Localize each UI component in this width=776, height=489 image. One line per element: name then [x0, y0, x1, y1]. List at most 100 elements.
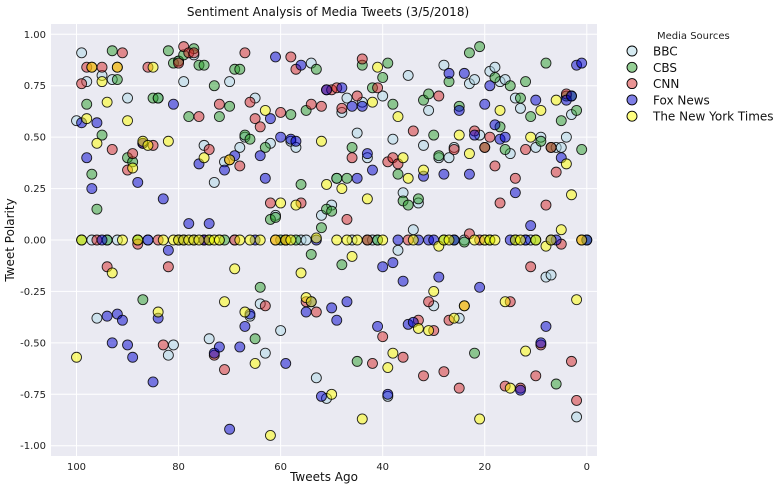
- data-point: [439, 367, 449, 377]
- y-tick-label: 0.00: [24, 236, 46, 247]
- data-point: [490, 120, 500, 130]
- data-point: [133, 177, 143, 187]
- data-point: [102, 97, 112, 107]
- data-point: [117, 48, 127, 58]
- data-point: [82, 114, 92, 124]
- data-point: [163, 262, 173, 272]
- data-point: [490, 235, 500, 245]
- data-point: [378, 72, 388, 82]
- data-point: [311, 233, 321, 243]
- data-point: [82, 153, 92, 163]
- data-point: [413, 323, 423, 333]
- data-point: [276, 326, 286, 336]
- data-point: [138, 295, 148, 305]
- data-point: [209, 81, 219, 91]
- data-point: [393, 235, 403, 245]
- legend-marker: [627, 79, 637, 89]
- data-point: [373, 83, 383, 93]
- data-point: [255, 151, 265, 161]
- data-point: [296, 60, 306, 70]
- data-point: [245, 235, 255, 245]
- data-point: [577, 235, 587, 245]
- data-point: [281, 358, 291, 368]
- data-point: [92, 313, 102, 323]
- data-point: [291, 200, 301, 210]
- data-point: [209, 177, 219, 187]
- data-point: [367, 97, 377, 107]
- data-point: [480, 99, 490, 109]
- data-point: [362, 149, 372, 159]
- data-point: [459, 301, 469, 311]
- y-tick-label: -0.50: [20, 338, 46, 349]
- data-point: [225, 424, 235, 434]
- data-point: [378, 235, 388, 245]
- legend-title: Media Sources: [657, 31, 730, 42]
- data-point: [240, 307, 250, 317]
- x-axis-label: Tweets Ago: [289, 470, 358, 484]
- data-point: [255, 235, 265, 245]
- data-point: [184, 219, 194, 229]
- data-point: [454, 130, 464, 140]
- data-point: [566, 356, 576, 366]
- data-point: [158, 235, 168, 245]
- data-point: [362, 235, 372, 245]
- legend-label: BBC: [653, 45, 678, 59]
- data-point: [490, 62, 500, 72]
- data-point: [526, 221, 536, 231]
- data-point: [276, 198, 286, 208]
- data-point: [235, 235, 245, 245]
- data-point: [316, 391, 326, 401]
- data-point: [490, 161, 500, 171]
- data-point: [77, 235, 87, 245]
- data-point: [572, 395, 582, 405]
- data-point: [153, 93, 163, 103]
- data-point: [271, 52, 281, 62]
- data-point: [347, 142, 357, 152]
- data-point: [531, 235, 541, 245]
- data-point: [163, 245, 173, 255]
- data-point: [174, 58, 184, 68]
- data-point: [485, 81, 495, 91]
- data-point: [143, 140, 153, 150]
- data-point: [470, 235, 480, 245]
- data-point: [393, 112, 403, 122]
- data-point: [250, 358, 260, 368]
- data-point: [556, 225, 566, 235]
- y-tick-label: -0.25: [20, 287, 46, 298]
- data-point: [148, 62, 158, 72]
- data-point: [327, 206, 337, 216]
- data-point: [444, 235, 454, 245]
- data-point: [276, 107, 286, 117]
- data-point: [546, 270, 556, 280]
- data-point: [398, 276, 408, 286]
- data-point: [367, 358, 377, 368]
- data-point: [378, 332, 388, 342]
- data-point: [337, 184, 347, 194]
- data-point: [352, 173, 362, 183]
- data-point: [184, 112, 194, 122]
- data-point: [87, 184, 97, 194]
- data-point: [117, 315, 127, 325]
- data-point: [556, 116, 566, 126]
- data-point: [179, 77, 189, 87]
- data-point: [388, 348, 398, 358]
- data-point: [194, 112, 204, 122]
- data-point: [245, 97, 255, 107]
- data-point: [123, 340, 133, 350]
- data-point: [526, 112, 536, 122]
- data-point: [306, 297, 316, 307]
- data-point: [577, 144, 587, 154]
- legend-label: The New York Times: [652, 110, 774, 124]
- data-point: [148, 377, 158, 387]
- data-point: [449, 144, 459, 154]
- y-tick-label: -0.75: [20, 390, 46, 401]
- data-point: [199, 60, 209, 70]
- y-tick-label: 1.00: [24, 30, 46, 41]
- data-point: [332, 235, 342, 245]
- data-point: [97, 62, 107, 72]
- legend-marker: [627, 62, 637, 72]
- data-point: [87, 169, 97, 179]
- data-point: [240, 48, 250, 58]
- x-tick-label: 0: [584, 462, 590, 473]
